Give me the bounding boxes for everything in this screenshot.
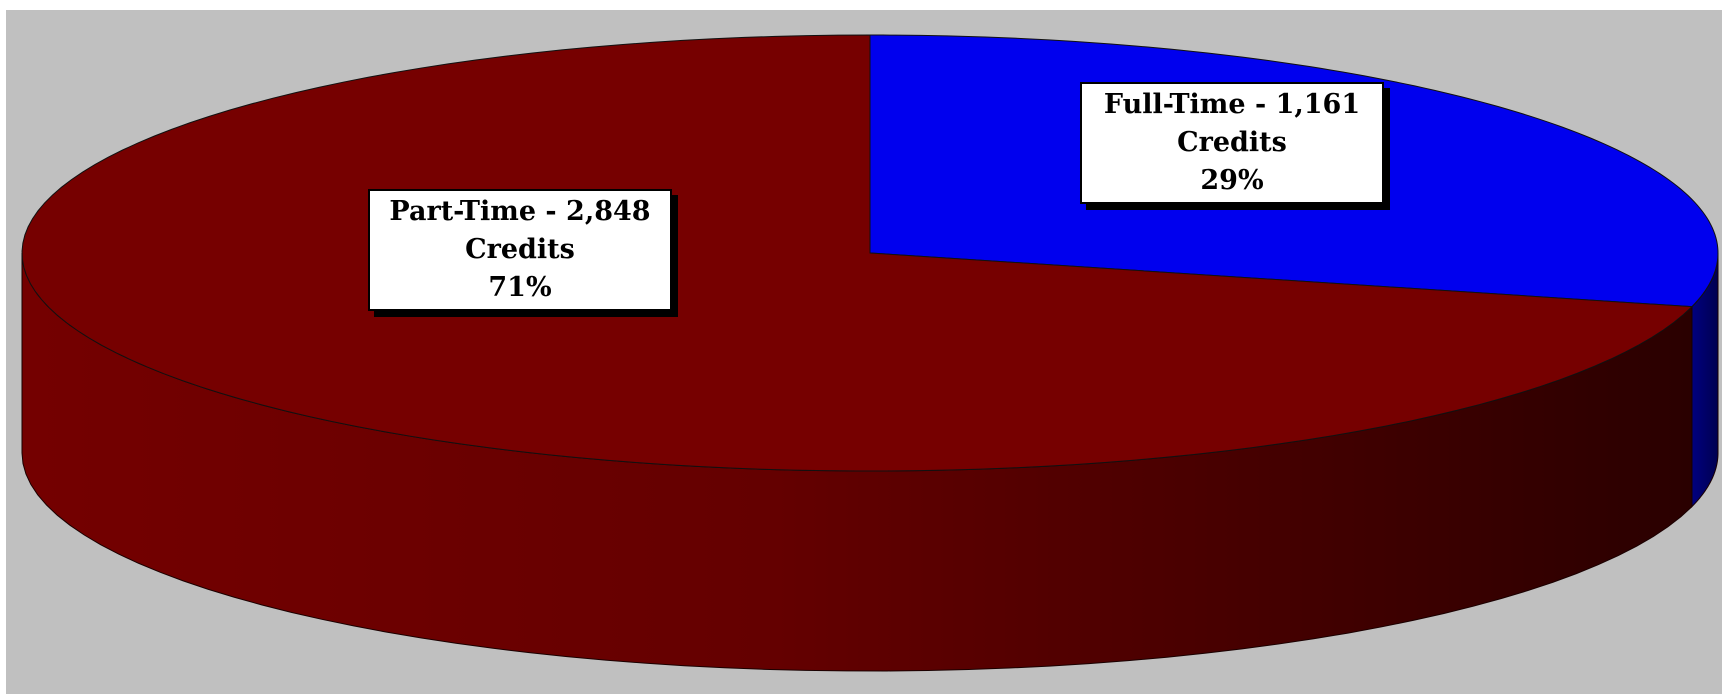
label-full-time-percent: 29% [1200, 165, 1264, 196]
label-part-time-percent: 71% [488, 272, 552, 303]
data-label-part-time: Part-Time - 2,848 Credits 71% [368, 189, 672, 311]
data-label-full-time: Full-Time - 1,161 Credits 29% [1080, 82, 1384, 204]
pie-slice-part-time [21, 34, 1694, 472]
label-full-time-unit: Credits [1177, 127, 1287, 158]
label-part-time-unit: Credits [465, 234, 575, 265]
label-part-time-name: Part-Time - 2,848 [389, 196, 651, 227]
label-full-time-name: Full-Time - 1,161 [1103, 89, 1361, 120]
